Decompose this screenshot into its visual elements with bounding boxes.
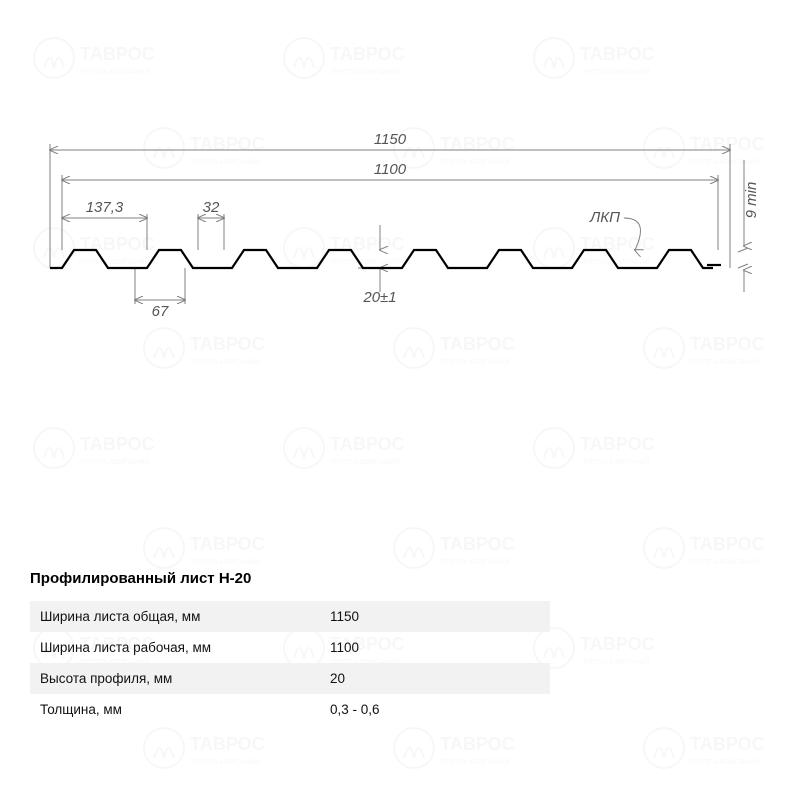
svg-text:137,3: 137,3 [86,199,124,216]
svg-text:9 min: 9 min [743,182,760,219]
profile-diagram: 1150 1100 137,3 32 67 20±1 ЛКП 9 min [0,0,800,420]
spec-row: Ширина листа рабочая, мм1100 [30,632,550,663]
svg-text:ГРУППА КОМПАНИЙ: ГРУППА КОМПАНИЙ [190,557,260,566]
svg-text:ТАВРОС: ТАВРОС [80,434,155,454]
svg-text:20±1: 20±1 [362,289,396,306]
spec-label: Толщина, мм [40,702,330,717]
spec-label: Ширина листа общая, мм [40,609,330,624]
svg-text:ТАВРОС: ТАВРОС [330,434,405,454]
svg-text:ГРУППА КОМПАНИЙ: ГРУППА КОМПАНИЙ [690,557,760,566]
svg-text:ТАВРОС: ТАВРОС [440,534,515,554]
svg-text:ГРУППА КОМПАНИЙ: ГРУППА КОМПАНИЙ [190,757,260,766]
svg-text:32: 32 [203,199,220,216]
svg-text:ГРУППА КОМПАНИЙ: ГРУППА КОМПАНИЙ [440,557,510,566]
spec-title: Профилированный лист Н-20 [30,570,550,587]
svg-text:ГРУППА КОМПАНИЙ: ГРУППА КОМПАНИЙ [80,457,150,466]
spec-row: Толщина, мм0,3 - 0,6 [30,694,550,725]
svg-text:1100: 1100 [374,161,407,178]
svg-text:1150: 1150 [374,131,407,148]
svg-text:67: 67 [152,303,169,320]
svg-text:ТАВРОС: ТАВРОС [580,634,655,654]
svg-text:ТАВРОС: ТАВРОС [190,534,265,554]
svg-text:ГРУППА КОМПАНИЙ: ГРУППА КОМПАНИЙ [580,457,650,466]
svg-text:ТАВРОС: ТАВРОС [190,734,265,754]
spec-row: Ширина листа общая, мм1150 [30,601,550,632]
spec-label: Высота профиля, мм [40,671,330,686]
svg-text:ТАВРОС: ТАВРОС [690,534,765,554]
spec-label: Ширина листа рабочая, мм [40,640,330,655]
spec-value: 1100 [330,640,540,655]
svg-text:ГРУППА КОМПАНИЙ: ГРУППА КОМПАНИЙ [690,757,760,766]
spec-table: Профилированный лист Н-20 Ширина листа о… [30,570,550,725]
svg-text:ЛКП: ЛКП [589,209,620,226]
svg-text:ГРУППА КОМПАНИЙ: ГРУППА КОМПАНИЙ [330,457,400,466]
svg-text:ГРУППА КОМПАНИЙ: ГРУППА КОМПАНИЙ [440,757,510,766]
svg-text:ТАВРОС: ТАВРОС [690,734,765,754]
sheet-profile-path [50,250,713,268]
spec-value: 1150 [330,609,540,624]
spec-row: Высота профиля, мм20 [30,663,550,694]
svg-text:ГРУППА КОМПАНИЙ: ГРУППА КОМПАНИЙ [580,657,650,666]
svg-text:ТАВРОС: ТАВРОС [580,434,655,454]
svg-text:ТАВРОС: ТАВРОС [440,734,515,754]
spec-value: 0,3 - 0,6 [330,702,540,717]
spec-value: 20 [330,671,540,686]
